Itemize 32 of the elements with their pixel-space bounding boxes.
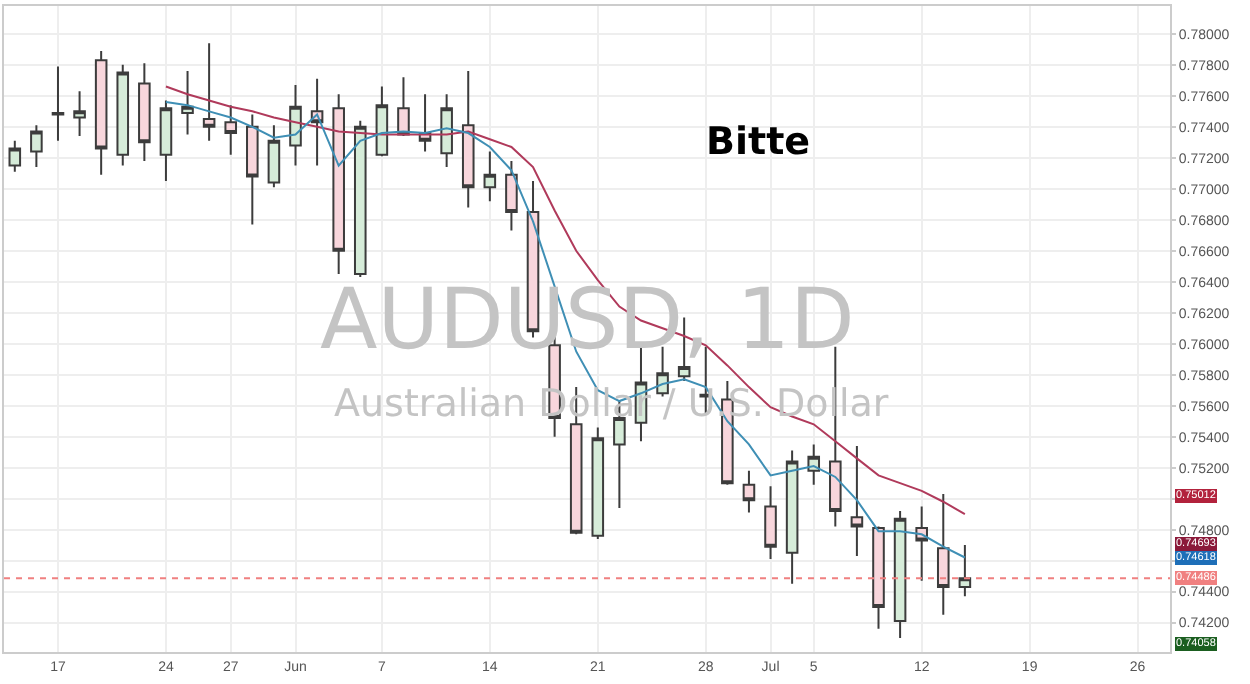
candlestick xyxy=(267,124,281,189)
candlestick xyxy=(94,49,108,176)
candlestick xyxy=(505,159,518,232)
candlestick xyxy=(915,505,928,582)
candlestick xyxy=(936,492,950,616)
candlestick xyxy=(353,119,367,279)
candlestick xyxy=(159,99,173,183)
candlestick xyxy=(397,76,410,136)
candlestick xyxy=(375,85,389,158)
candlestick xyxy=(591,426,605,540)
candlestick xyxy=(30,124,43,169)
candlestick xyxy=(872,525,885,630)
candlestick xyxy=(246,113,259,226)
candlestick xyxy=(181,70,194,136)
candlestick xyxy=(742,469,756,514)
candlestick xyxy=(958,544,972,598)
candlestick xyxy=(332,93,345,275)
candlestick xyxy=(116,63,130,167)
candlestick xyxy=(202,42,216,142)
candlestick xyxy=(138,62,151,162)
candlestick xyxy=(785,449,799,585)
annotation: Bitte xyxy=(706,120,811,164)
candlestick xyxy=(893,510,907,640)
candlestick xyxy=(483,150,497,203)
candlestick xyxy=(440,93,453,169)
candlestick xyxy=(461,70,475,209)
candlestick xyxy=(8,139,22,173)
candlestick xyxy=(73,90,86,138)
candlestick xyxy=(224,104,238,156)
candlestick xyxy=(51,65,65,142)
candlestick xyxy=(850,444,864,557)
candlestick xyxy=(764,485,777,561)
